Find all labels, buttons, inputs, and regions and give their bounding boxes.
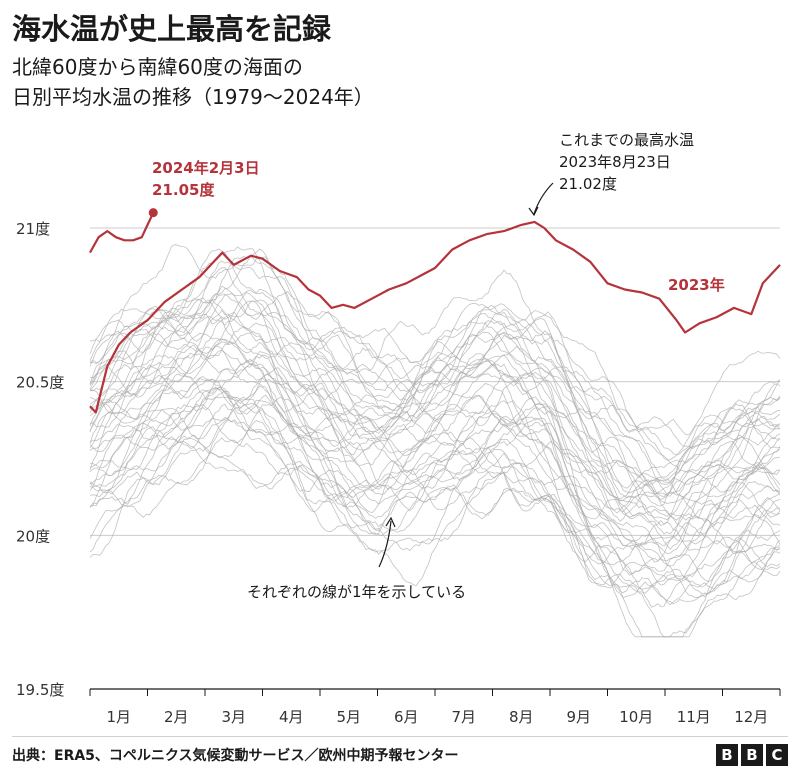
gray-year-line: [89, 403, 781, 587]
gray-year-line: [89, 376, 781, 567]
record-label-line-1: これまでの最高水温: [559, 131, 694, 149]
x-tick-label: 2月: [164, 708, 189, 726]
gray-year-line: [89, 327, 781, 485]
gray-year-line: [89, 408, 781, 582]
subtitle-line-2: 日別平均水温の推移（1979〜2024年）: [12, 85, 374, 109]
gray-year-lines: [89, 244, 781, 638]
x-tick-label: 10月: [619, 708, 653, 726]
latest-value-marker: [148, 208, 158, 218]
gray-year-line: [89, 373, 781, 537]
gray-year-line: [89, 299, 781, 522]
x-tick-label: 5月: [336, 708, 361, 726]
gray-year-line: [89, 256, 781, 464]
y-tick-label: 19.5度: [16, 681, 64, 699]
series-line: [89, 220, 781, 414]
gray-year-line: [89, 299, 781, 478]
gray-year-line: [89, 292, 781, 521]
annotations: 2024年2月3日 21.05度 これまでの最高水温 2023年8月23日 21…: [152, 131, 725, 601]
gray-year-line: [89, 420, 781, 588]
gray-year-line: [89, 297, 781, 511]
gray-year-line: [89, 338, 781, 518]
latest-date-label: 2024年2月3日: [152, 159, 260, 177]
gray-year-line: [89, 409, 781, 638]
highlight-lines: [89, 208, 781, 414]
logo-letter: B: [716, 744, 738, 766]
gray-lines-arrowhead: [385, 516, 396, 528]
gray-year-line: [89, 288, 781, 456]
gray-year-line: [89, 285, 781, 503]
y-tick-label: 21度: [16, 220, 50, 238]
x-tick-label: 3月: [221, 708, 246, 726]
x-tick-label: 7月: [451, 708, 476, 726]
gray-year-line: [89, 248, 781, 489]
record-arrow: [533, 182, 554, 215]
gray-year-line: [89, 311, 781, 481]
series-2023-label: 2023年: [668, 276, 725, 294]
x-tick-label: 9月: [566, 708, 591, 726]
gray-year-line: [89, 351, 781, 550]
gray-year-line: [89, 344, 781, 546]
gray-lines-arrow: [378, 520, 392, 568]
gray-year-line: [89, 374, 781, 526]
gray-lines-label: それぞれの線が1年を示している: [247, 583, 466, 601]
record-label-line-2: 2023年8月23日: [559, 153, 671, 171]
footer-divider: [12, 736, 788, 737]
gray-year-line: [89, 342, 781, 523]
logo-letter: C: [766, 744, 788, 766]
bbc-logo: B B C: [716, 744, 788, 766]
x-tick-label: 8月: [509, 708, 534, 726]
gray-year-line: [89, 363, 781, 547]
record-label-line-3: 21.02度: [559, 175, 617, 193]
gray-year-line: [89, 256, 781, 461]
gray-year-line: [89, 358, 781, 608]
gray-year-line: [89, 437, 781, 595]
y-tick-label: 20.5度: [16, 374, 64, 392]
y-tick-label: 20度: [16, 527, 50, 545]
source-note: 出典：ERA5、コペルニクス気候変動サービス／欧州中期予報センター: [12, 748, 459, 764]
x-tick-label: 1月: [106, 708, 131, 726]
gray-year-line: [89, 367, 781, 580]
gray-year-line: [89, 387, 781, 606]
gray-year-line: [89, 309, 781, 535]
gray-year-line: [89, 290, 781, 450]
gray-year-line: [89, 440, 781, 599]
x-tick-label: 6月: [394, 708, 419, 726]
x-tick-label: 12月: [734, 708, 768, 726]
gray-year-line: [89, 346, 781, 514]
series-line: [89, 212, 155, 254]
chart-subtitle: 北緯60度から南緯60度の海面の 日別平均水温の推移（1979〜2024年）: [12, 52, 374, 112]
x-axis: [89, 688, 781, 696]
latest-value-label: 21.05度: [152, 181, 215, 199]
gray-year-line: [89, 244, 781, 436]
record-arrowhead: [528, 206, 539, 217]
chart-title: 海水温が史上最高を記録: [12, 12, 332, 46]
x-tick-label: 4月: [279, 708, 304, 726]
axis-labels: 19.5度 20度 20.5度 21度 1月 2月 3月 4月 5月 6月 7月 8月 9月 10月 11月…: [16, 220, 768, 726]
gray-year-line: [89, 330, 781, 526]
gray-year-line: [89, 248, 781, 496]
logo-letter: B: [741, 744, 763, 766]
gray-year-line: [89, 246, 781, 507]
gray-year-line: [89, 403, 781, 570]
subtitle-line-1: 北緯60度から南緯60度の海面の: [12, 55, 303, 79]
x-tick-label: 11月: [677, 708, 711, 726]
temperature-chart: 19.5度 20度 20.5度 21度 1月 2月 3月 4月 5月 6月 7月 8月 9月 10月 11月…: [16, 131, 781, 726]
